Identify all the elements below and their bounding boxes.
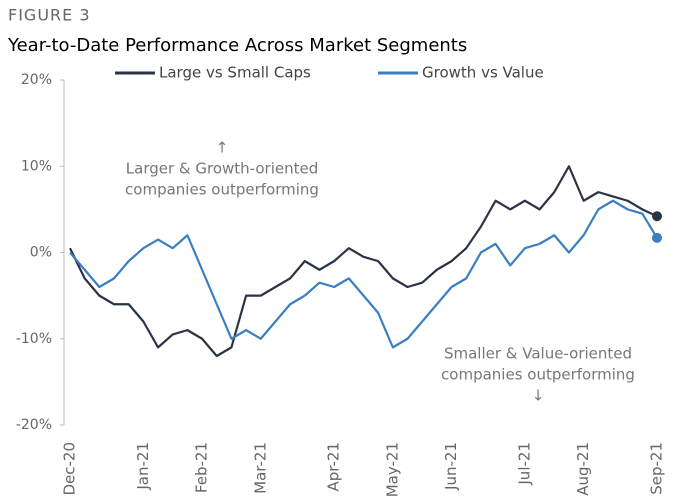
series-line (69, 165, 658, 358)
x-tick-label: Mar-21 (251, 442, 269, 494)
x-tick-label: Jan-21 (134, 442, 152, 491)
x-tick-label: Apr-21 (325, 442, 343, 492)
end-marker (652, 232, 662, 243)
y-tick-label: -20% (16, 417, 52, 433)
x-tick-label: Feb-21 (193, 442, 211, 493)
x-tick-label: Jul-21 (515, 442, 533, 486)
x-tick-label: Dec-20 (61, 442, 79, 496)
x-tick-label: Sep-21 (648, 442, 666, 495)
chart-title: Year-to-Date Performance Across Market S… (7, 35, 467, 56)
end-marker (652, 211, 662, 222)
y-tick-label: 10% (21, 158, 52, 174)
x-tick-label: Aug-21 (574, 442, 592, 496)
x-tick-label: May-21 (383, 442, 401, 497)
x-tick-label: Jun-21 (442, 442, 460, 491)
legend-label: Growth vs Value (422, 64, 544, 82)
annotation: ↑ (216, 139, 229, 157)
annotation: ↓ (532, 387, 545, 405)
y-tick-label: 0% (30, 245, 52, 261)
y-tick-label: -10% (16, 331, 52, 347)
annotation: Larger & Growth-oriented (126, 160, 318, 178)
y-tick-label: 20% (21, 72, 52, 88)
annotation: companies outperforming (125, 181, 319, 199)
annotation: Smaller & Value-oriented (444, 345, 632, 363)
annotation: companies outperforming (441, 366, 635, 384)
series-line (69, 199, 658, 349)
legend-label: Large vs Small Caps (159, 64, 311, 82)
figure-label: FIGURE 3 (8, 6, 91, 25)
